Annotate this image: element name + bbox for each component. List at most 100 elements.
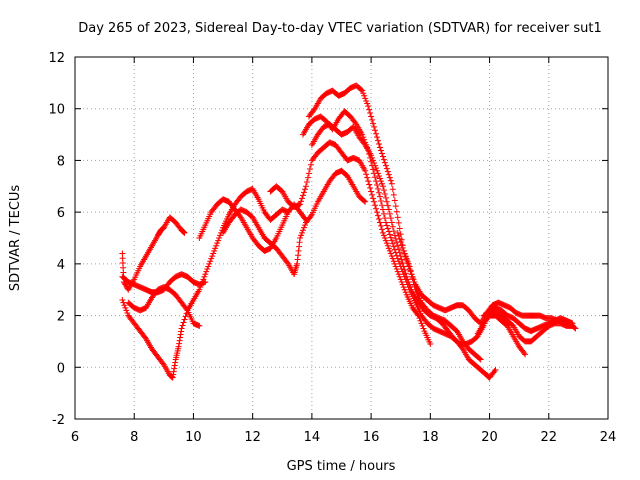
- data-point: [380, 187, 387, 194]
- data-point: [569, 320, 576, 327]
- data-point: [371, 198, 378, 205]
- data-point: [376, 189, 383, 196]
- data-point: [307, 161, 314, 168]
- data-point: [383, 165, 390, 172]
- data-point: [381, 215, 388, 222]
- data-point: [403, 273, 410, 280]
- y-axis-label: SDTVAR / TECUs: [8, 185, 23, 292]
- y-tick-label: 6: [57, 206, 65, 221]
- x-tick-label: 8: [130, 430, 138, 445]
- data-point: [407, 268, 414, 275]
- data-point: [396, 249, 403, 256]
- data-point: [382, 237, 389, 244]
- data-point: [205, 263, 212, 270]
- data-point: [377, 197, 384, 204]
- data-point: [359, 131, 366, 138]
- data-point: [402, 270, 409, 277]
- data-point: [380, 210, 387, 217]
- data-point: [387, 250, 394, 257]
- data-point: [389, 240, 396, 247]
- series-sat-track-8: [300, 108, 499, 381]
- y-tick-label: 4: [57, 258, 65, 273]
- data-point: [298, 198, 305, 205]
- data-point: [521, 350, 528, 357]
- data-point: [124, 309, 131, 316]
- data-point: [204, 266, 211, 273]
- data-point: [299, 229, 306, 236]
- data-point: [386, 231, 393, 238]
- x-tick-label: 18: [422, 430, 439, 445]
- data-point: [390, 243, 397, 250]
- data-point: [301, 186, 308, 193]
- data-point: [380, 156, 387, 163]
- data-point: [385, 206, 392, 213]
- data-point: [418, 320, 425, 327]
- data-point: [371, 123, 378, 130]
- data-point: [181, 229, 188, 236]
- data-point: [384, 168, 391, 175]
- data-point: [386, 174, 393, 181]
- data-point: [382, 162, 389, 169]
- data-point: [376, 144, 383, 151]
- data-point: [363, 97, 370, 104]
- x-tick-label: 12: [244, 430, 261, 445]
- data-point: [375, 212, 382, 219]
- data-point: [360, 90, 367, 97]
- data-point: [213, 242, 220, 249]
- data-point: [362, 198, 369, 205]
- data-point: [369, 154, 376, 161]
- data-point: [369, 191, 376, 198]
- data-point: [394, 242, 401, 249]
- data-point: [395, 219, 402, 226]
- data-point: [477, 356, 484, 363]
- data-point: [298, 232, 305, 239]
- data-point: [211, 247, 218, 254]
- data-point: [400, 247, 407, 254]
- data-point: [361, 197, 368, 204]
- data-point: [396, 225, 403, 232]
- data-point: [381, 159, 388, 166]
- data-point: [492, 366, 499, 373]
- data-point: [180, 319, 187, 326]
- data-point: [363, 171, 370, 178]
- data-point: [376, 175, 383, 182]
- data-point: [358, 86, 365, 93]
- data-point: [183, 306, 190, 313]
- data-point: [297, 235, 304, 241]
- data-point: [203, 268, 210, 275]
- data-point: [306, 166, 313, 173]
- data-point: [300, 189, 307, 196]
- data-point: [307, 213, 314, 220]
- data-point: [370, 195, 377, 202]
- data-point: [373, 165, 380, 172]
- series-sat-track-14: [486, 304, 576, 335]
- data-point: [236, 213, 243, 220]
- data-point: [367, 185, 374, 192]
- data-point: [403, 256, 410, 263]
- data-point: [159, 360, 166, 367]
- data-point: [372, 174, 379, 181]
- data-point: [409, 273, 416, 280]
- data-point: [372, 162, 379, 169]
- data-point: [361, 140, 368, 147]
- data-point: [393, 208, 400, 215]
- data-point: [301, 222, 308, 229]
- data-point: [372, 202, 379, 209]
- data-point: [142, 334, 149, 341]
- data-point: [388, 219, 395, 226]
- data-point: [383, 222, 390, 229]
- data-point: [121, 302, 128, 309]
- data-point: [300, 227, 307, 234]
- data-point: [396, 235, 403, 242]
- data-point: [202, 271, 209, 278]
- data-point: [572, 325, 579, 332]
- data-point: [389, 186, 396, 193]
- x-tick-label: 14: [304, 430, 321, 445]
- data-point: [383, 198, 390, 205]
- data-point: [377, 178, 384, 185]
- data-point: [209, 253, 216, 260]
- data-point: [305, 170, 312, 177]
- data-point: [408, 286, 415, 293]
- data-point: [377, 147, 384, 154]
- data-point: [373, 130, 380, 137]
